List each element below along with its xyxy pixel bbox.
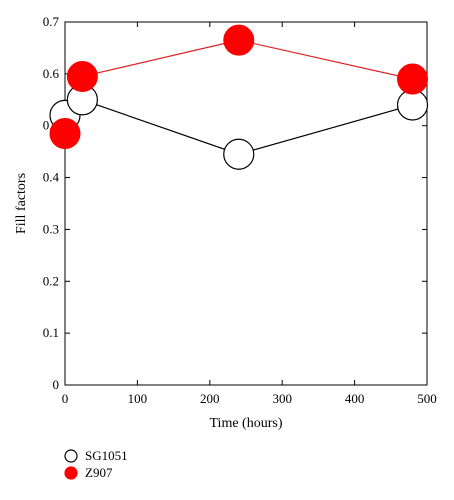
y-tick-label: 0.3 (43, 221, 59, 236)
y-tick-label: 0 (53, 377, 60, 392)
y-tick-label: 0.6 (43, 66, 60, 81)
x-tick-label: 200 (200, 391, 220, 406)
y-tick-label: 0.4 (43, 170, 60, 185)
legend-marker (64, 466, 78, 480)
legend-label: SG1051 (85, 448, 128, 463)
data-point-z907 (49, 117, 81, 149)
plot-area (64, 21, 428, 386)
axes: 00.10.20.30.40.50.60.70 100 200 300 400 500 (43, 14, 437, 406)
data-point-z907 (66, 60, 98, 92)
x-tick-label: 500 (417, 391, 437, 406)
x-tick-label: 100 (128, 391, 148, 406)
legend-label: Z907 (85, 465, 113, 480)
y-tick-label: 0.2 (43, 273, 59, 288)
y-tick-label: 0.7 (43, 14, 60, 29)
legend: SG1051 Z907 (64, 448, 128, 480)
legend-marker (64, 449, 78, 463)
x-tick-label: 400 (345, 391, 365, 406)
x-axis-title: Time (hours) (210, 416, 283, 431)
x-tick-label: 300 (272, 391, 292, 406)
data-point-z907 (223, 24, 255, 56)
y-tick-label: 0.1 (43, 325, 59, 340)
plot-frame (64, 21, 428, 386)
x-tick-label: 0 (62, 391, 69, 406)
data-point-z907 (397, 63, 429, 95)
data-point-sg1051 (223, 138, 255, 170)
y-axis-title: Fill factors (14, 173, 29, 234)
series-group (49, 24, 429, 170)
